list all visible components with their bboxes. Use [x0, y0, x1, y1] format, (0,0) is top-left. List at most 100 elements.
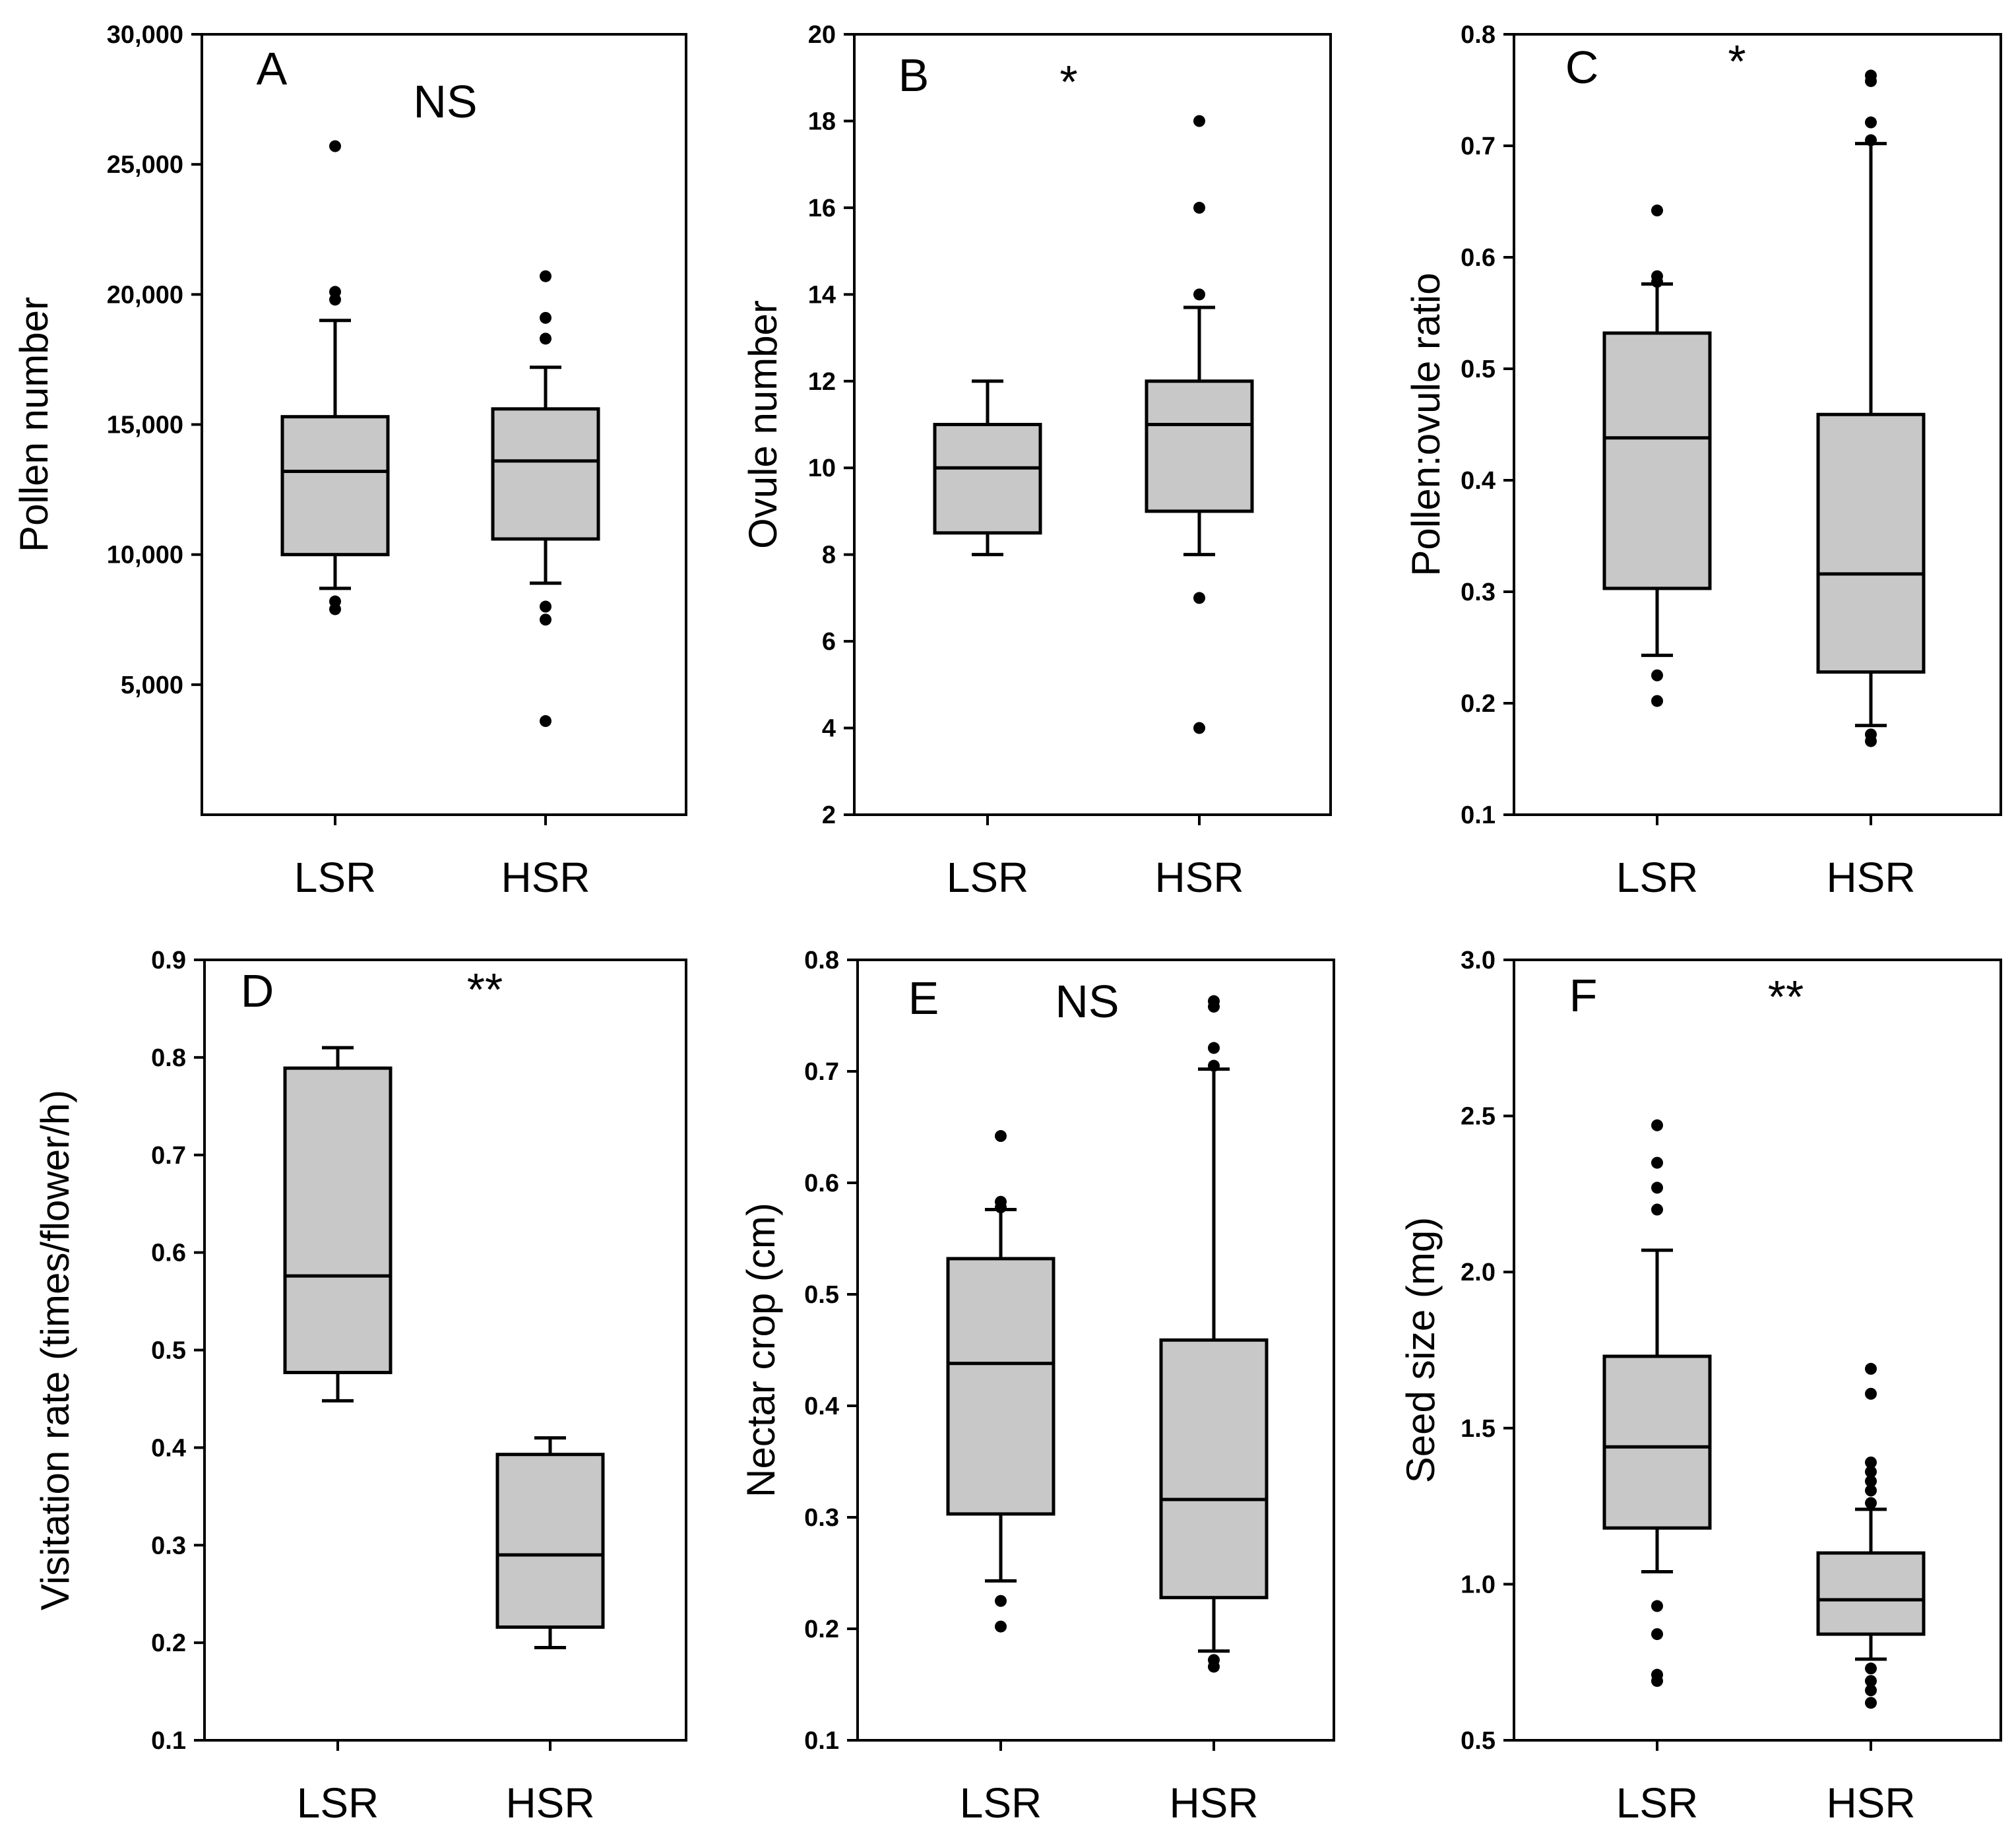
- box-hsr: HSR: [491, 270, 600, 901]
- y-tick-label: 3.0: [1461, 947, 1496, 974]
- outlier-point: [1651, 1628, 1663, 1641]
- x-category-label: LSR: [1616, 854, 1699, 901]
- x-category-label: LSR: [294, 854, 377, 901]
- y-tick-label: 10,000: [107, 542, 183, 569]
- box-lsr: LSR: [283, 1046, 393, 1827]
- outlier-point: [1865, 1466, 1877, 1478]
- x-category-label: LSR: [960, 1779, 1042, 1827]
- iqr-box: [280, 415, 390, 557]
- y-tick-label: 0.5: [1461, 356, 1496, 383]
- y-tick-label: 0.2: [804, 1616, 839, 1643]
- outlier-point: [1865, 1697, 1877, 1709]
- panel-letter: C: [1565, 42, 1599, 93]
- iqr-box: [1159, 1338, 1269, 1600]
- y-tick-label: 0.1: [151, 1727, 186, 1755]
- y-tick-label: 2: [822, 802, 836, 829]
- y-tick-label: 1.5: [1461, 1415, 1496, 1443]
- outlier-point: [1208, 1059, 1220, 1072]
- iqr-box: [946, 1257, 1055, 1516]
- y-tick-label: 1.0: [1461, 1571, 1496, 1598]
- box-hsr: HSR: [1145, 115, 1254, 901]
- y-tick-label: 0.8: [151, 1044, 186, 1072]
- outlier-point: [1651, 1119, 1663, 1131]
- x-category-label: LSR: [947, 854, 1029, 901]
- y-tick-label: 0.1: [804, 1727, 839, 1755]
- outlier-point: [540, 311, 551, 324]
- outlier-point: [1651, 1182, 1663, 1194]
- outlier-point: [1865, 1387, 1877, 1400]
- y-tick-label: 0.5: [151, 1337, 186, 1365]
- x-category-label: HSR: [1154, 854, 1244, 901]
- plot-frame: [1513, 959, 2002, 1742]
- panel-d: 0.1 0.2 0.3 0.4 0.5 0.6 0.7 0.8 0.9 Visitation ra…: [33, 947, 687, 1827]
- outlier-point: [1865, 75, 1877, 87]
- outlier-point: [1865, 1484, 1877, 1497]
- y-tick-label: 16: [808, 195, 836, 222]
- outlier-point: [1865, 116, 1877, 129]
- outlier-point: [1651, 1156, 1663, 1169]
- outlier-point: [1865, 1497, 1877, 1509]
- box-hsr: HSR: [495, 1436, 605, 1827]
- significance-label: **: [467, 964, 503, 1015]
- x-category-label: LSR: [297, 1779, 379, 1827]
- y-tick-label: 0.4: [1461, 467, 1496, 495]
- y-tick-label: 0.6: [1461, 244, 1496, 272]
- plot-frame: [203, 959, 687, 1742]
- outlier-point: [329, 603, 341, 615]
- y-tick-label: 0.4: [151, 1434, 186, 1462]
- x-category-label: HSR: [1826, 1779, 1915, 1827]
- y-axis-label: Pollen number: [12, 297, 56, 552]
- plot-frame: [201, 33, 687, 816]
- panel-f: 0.5 1.0 1.5 2.0 2.5 3.0 Seed size (mg) F ** LSR HS…: [1399, 947, 2002, 1827]
- outlier-point: [1651, 1203, 1663, 1216]
- outlier-point: [1193, 288, 1205, 301]
- significance-label: NS: [1055, 976, 1119, 1027]
- outlier-point: [995, 1130, 1007, 1143]
- y-tick-label: 30,000: [107, 21, 183, 49]
- outlier-point: [1651, 695, 1663, 707]
- y-tick-label: 0.2: [151, 1629, 186, 1657]
- iqr-box: [1145, 379, 1254, 513]
- y-tick-label: 18: [808, 108, 836, 135]
- panel-letter: F: [1569, 970, 1598, 1021]
- iqr-box: [933, 423, 1042, 535]
- outlier-point: [995, 1620, 1007, 1633]
- significance-label: *: [1059, 56, 1077, 108]
- y-tick-label: 0.7: [1461, 133, 1496, 160]
- box-lsr: LSR: [946, 1130, 1055, 1827]
- y-tick-label: 2.0: [1461, 1259, 1496, 1286]
- y-tick-label: 14: [808, 281, 836, 309]
- y-axis-label: Ovule number: [741, 300, 785, 549]
- outlier-point: [540, 332, 551, 345]
- x-category-label: HSR: [501, 854, 590, 901]
- y-tick-label: 4: [822, 715, 836, 743]
- panel-c: 0.1 0.2 0.3 0.4 0.5 0.6 0.7 0.8 Pollen:ovule rat…: [1404, 21, 2002, 901]
- iqr-box: [491, 407, 600, 541]
- outlier-point: [1208, 1660, 1220, 1673]
- outlier-point: [995, 1201, 1007, 1214]
- outlier-point: [1208, 1000, 1220, 1013]
- outlier-point: [329, 140, 341, 152]
- iqr-box: [1816, 412, 1926, 674]
- significance-label: NS: [413, 76, 477, 127]
- y-tick-label: 0.7: [151, 1142, 186, 1170]
- y-tick-label: 10: [808, 455, 836, 482]
- plot-frame: [856, 959, 1335, 1742]
- outlier-point: [1651, 205, 1663, 217]
- box-lsr: LSR: [280, 140, 390, 901]
- panel-e: 0.1 0.2 0.3 0.4 0.5 0.6 0.7 0.8 Nectar crop (cm)…: [739, 947, 1335, 1827]
- outlier-point: [1651, 1600, 1663, 1612]
- box-hsr: HSR: [1816, 1362, 1926, 1827]
- outlier-point: [540, 600, 551, 613]
- outlier-point: [1651, 276, 1663, 288]
- y-tick-label: 8: [822, 542, 836, 569]
- iqr-box: [495, 1453, 605, 1629]
- box-hsr: HSR: [1816, 69, 1926, 901]
- outlier-point: [995, 1594, 1007, 1607]
- box-lsr: LSR: [933, 379, 1042, 901]
- outlier-point: [1651, 669, 1663, 681]
- iqr-box: [1602, 1354, 1712, 1530]
- panel-letter: A: [257, 43, 288, 94]
- panel-letter: B: [898, 49, 929, 101]
